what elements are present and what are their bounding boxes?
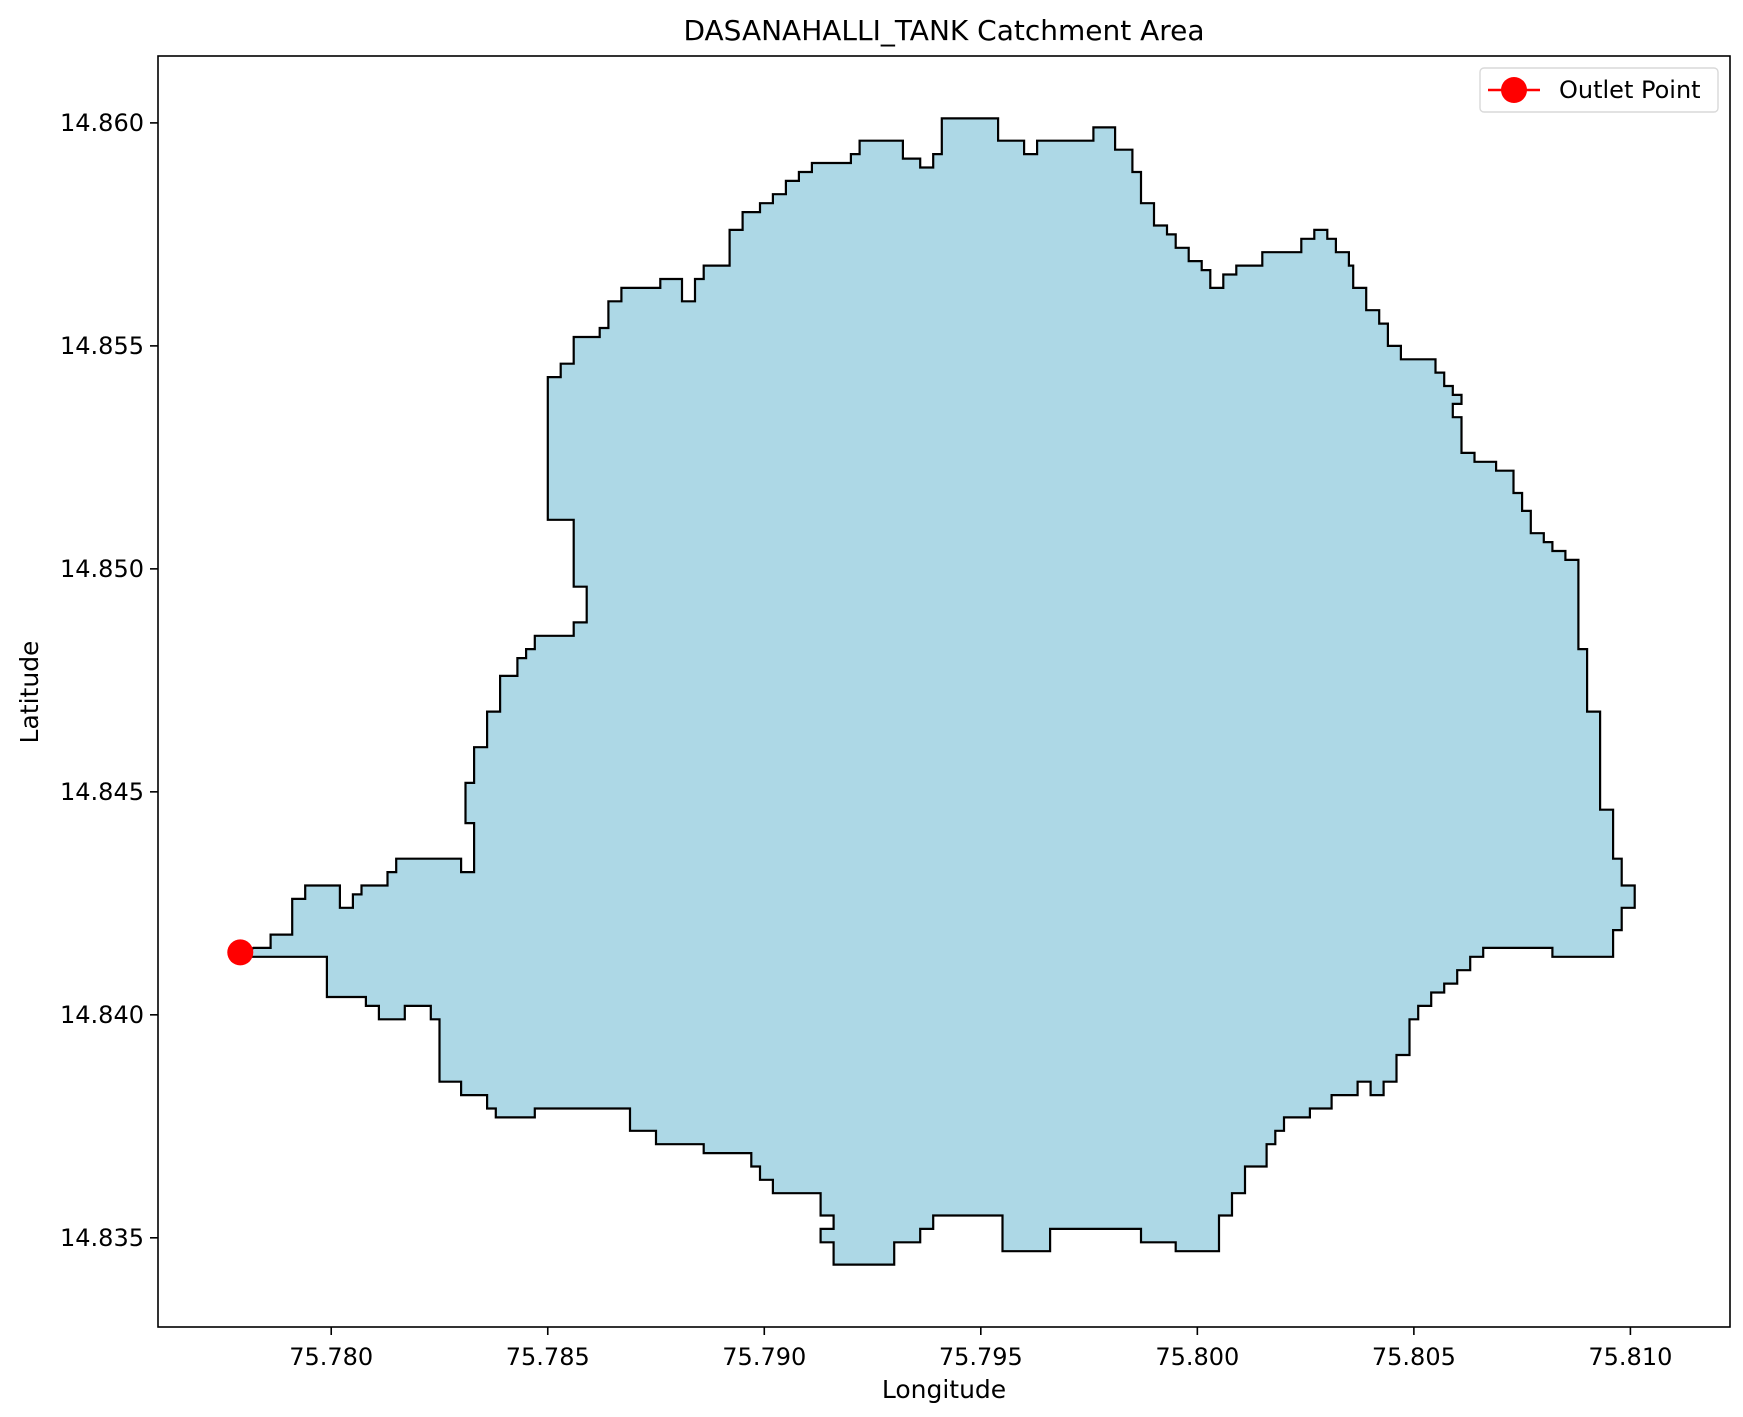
legend-label-outlet-point: Outlet Point <box>1559 76 1701 104</box>
x-tick-label: 75.795 <box>939 1343 1023 1371</box>
y-axis-ticks: 14.835 14.840 14.845 14.850 14.855 14.860 <box>60 109 158 1252</box>
axes-frame <box>157 55 1731 1328</box>
x-tick-label: 75.805 <box>1372 1343 1456 1371</box>
x-axis-ticks: 75.780 75.785 75.790 75.795 75.800 75.805 75.8… <box>289 1327 1672 1371</box>
x-axis-title: Longitude <box>882 1375 1006 1404</box>
catchment-area-polygon <box>247 117 1636 1266</box>
y-tick-label: 14.850 <box>60 555 144 583</box>
x-tick-label: 75.785 <box>506 1343 590 1371</box>
y-tick-label: 14.840 <box>60 1001 144 1029</box>
y-axis-title: Latitude <box>15 641 44 744</box>
chart-title: DASANAHALLI_TANK Catchment Area <box>683 14 1204 47</box>
legend-box <box>1479 67 1719 113</box>
plot-area <box>157 55 1731 1328</box>
y-tick-label: 14.845 <box>60 778 144 806</box>
x-tick-label: 75.790 <box>722 1343 806 1371</box>
x-tick-label: 75.780 <box>289 1343 373 1371</box>
x-tick-label: 75.810 <box>1588 1343 1672 1371</box>
y-tick-label: 14.835 <box>60 1224 144 1252</box>
legend-marker-swatch <box>1501 77 1527 103</box>
legend: Outlet Point <box>1479 67 1719 113</box>
y-tick-label: 14.860 <box>60 109 144 137</box>
outlet-point-marker <box>227 939 254 966</box>
y-tick-label: 14.855 <box>60 332 144 360</box>
x-tick-label: 75.800 <box>1155 1343 1239 1371</box>
